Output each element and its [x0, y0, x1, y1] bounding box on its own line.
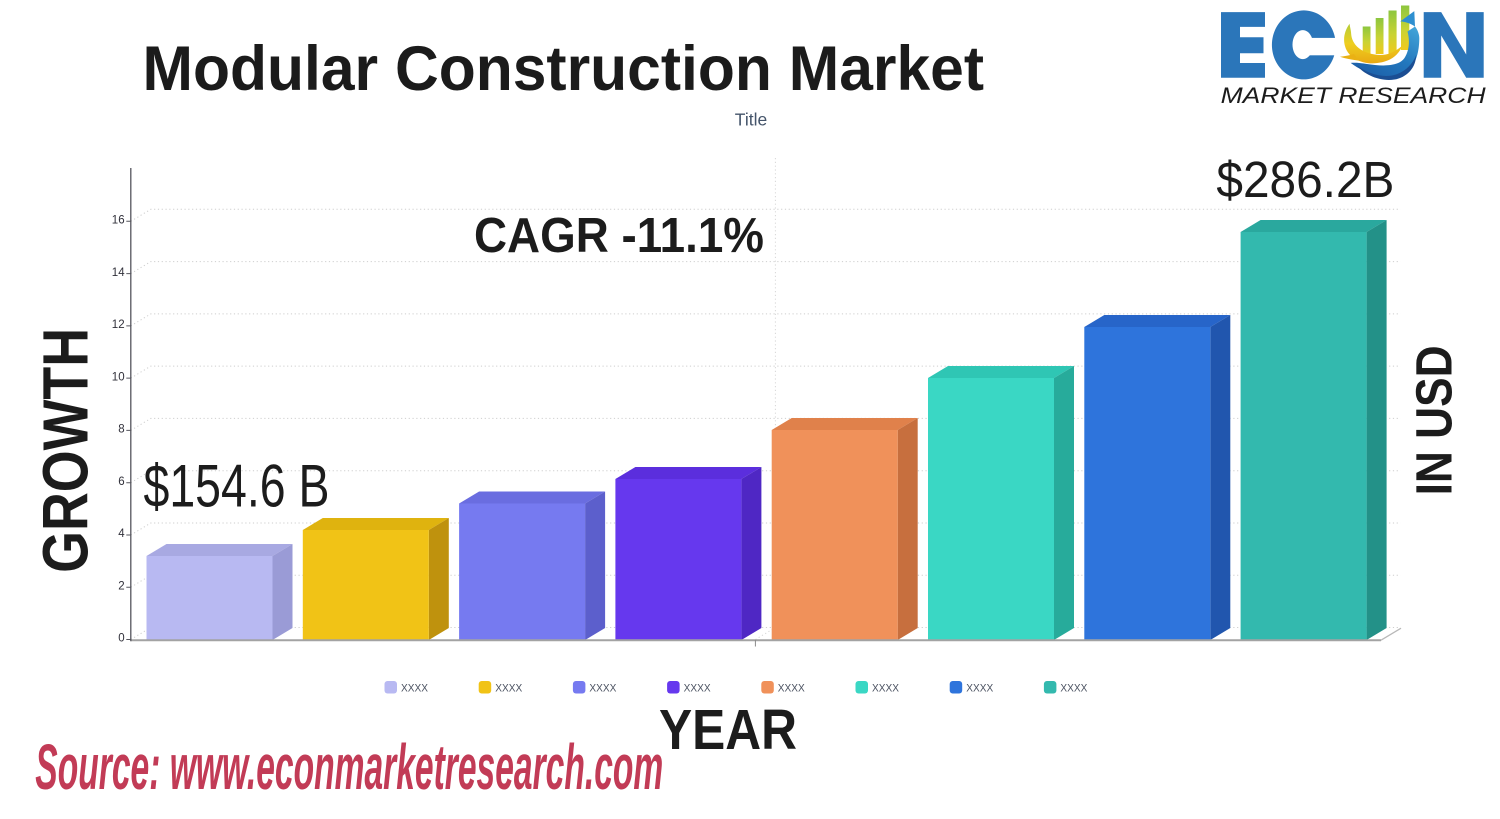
svg-text:YEAR: YEAR	[659, 698, 797, 761]
svg-text:8: 8	[118, 424, 124, 436]
svg-text:XXXX: XXXX	[778, 683, 805, 695]
svg-text:12: 12	[112, 319, 125, 331]
svg-text:14: 14	[112, 267, 125, 279]
svg-text:$286.2B: $286.2B	[1216, 151, 1394, 208]
svg-text:MARKET RESEARCH: MARKET RESEARCH	[1221, 83, 1486, 108]
svg-text:Modular Construction Market: Modular Construction Market	[143, 34, 985, 104]
svg-text:Title: Title	[735, 109, 767, 129]
svg-text:Source: www.econmarketresearch: Source: www.econmarketresearch.com	[35, 731, 663, 803]
svg-text:XXXX: XXXX	[1060, 683, 1087, 695]
svg-text:XXXX: XXXX	[684, 683, 711, 695]
svg-text:XXXX: XXXX	[495, 683, 522, 695]
svg-text:XXXX: XXXX	[872, 683, 899, 695]
svg-text:XXXX: XXXX	[966, 683, 993, 695]
svg-text:2: 2	[118, 580, 124, 592]
svg-text:IN USD: IN USD	[1406, 345, 1463, 495]
svg-text:16: 16	[112, 215, 125, 227]
svg-text:6: 6	[118, 476, 124, 488]
svg-text:10: 10	[112, 371, 125, 383]
svg-text:$154.6 B: $154.6 B	[144, 453, 330, 520]
svg-text:GROWTH: GROWTH	[29, 328, 101, 573]
svg-text:CAGR -11.1%: CAGR -11.1%	[474, 209, 764, 263]
svg-text:XXXX: XXXX	[589, 683, 616, 695]
svg-text:0: 0	[118, 633, 124, 645]
svg-text:XXXX: XXXX	[401, 683, 428, 695]
svg-text:4: 4	[118, 528, 125, 540]
